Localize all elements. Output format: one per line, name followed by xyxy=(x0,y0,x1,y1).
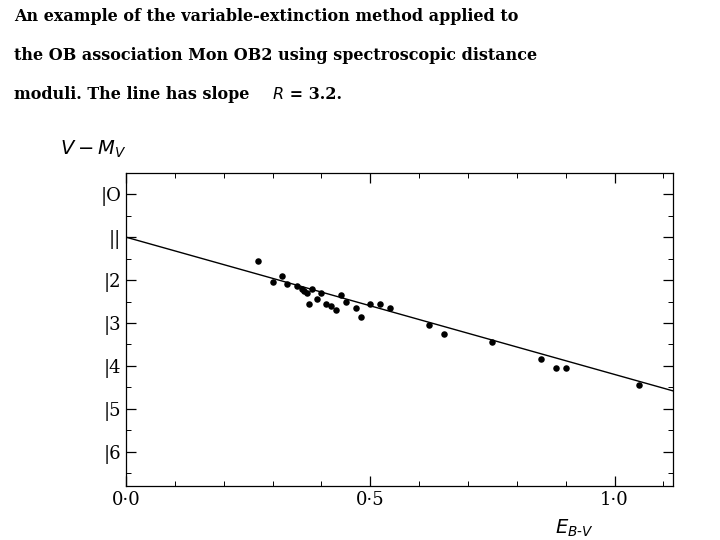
Point xyxy=(296,285,307,293)
Point xyxy=(536,355,547,364)
Point xyxy=(320,299,332,308)
Point xyxy=(301,288,312,297)
Point xyxy=(336,291,347,299)
Point xyxy=(299,286,310,295)
Point xyxy=(325,301,337,310)
Point xyxy=(303,299,315,308)
Point xyxy=(306,285,318,293)
Point xyxy=(550,364,562,373)
Point xyxy=(291,282,302,291)
Point xyxy=(560,364,572,373)
Point xyxy=(634,381,645,389)
Text: $E_{B{\text{-}}V}$: $E_{B{\text{-}}V}$ xyxy=(555,517,594,538)
Point xyxy=(282,280,293,289)
Point xyxy=(276,272,288,280)
Point xyxy=(438,329,449,338)
Point xyxy=(340,297,351,306)
Text: $\mathit{R}$: $\mathit{R}$ xyxy=(272,86,284,103)
Text: $V - M_V$: $V - M_V$ xyxy=(60,139,127,160)
Point xyxy=(315,288,327,297)
Point xyxy=(423,321,435,329)
Point xyxy=(311,295,323,303)
Point xyxy=(355,312,366,321)
Text: moduli. The line has slope: moduli. The line has slope xyxy=(14,86,256,103)
Text: the OB association Mon OB2 using spectroscopic distance: the OB association Mon OB2 using spectro… xyxy=(14,47,538,64)
Point xyxy=(330,306,342,314)
Point xyxy=(252,256,264,265)
Point xyxy=(487,338,498,347)
Point xyxy=(384,303,395,312)
Text: = 3.2.: = 3.2. xyxy=(284,86,343,103)
Point xyxy=(374,299,386,308)
Text: An example of the variable-extinction method applied to: An example of the variable-extinction me… xyxy=(14,8,519,25)
Point xyxy=(364,299,376,308)
Point xyxy=(350,303,361,312)
Point xyxy=(267,278,279,287)
